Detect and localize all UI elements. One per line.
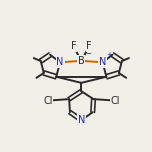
Text: −: − xyxy=(85,51,91,57)
Text: N: N xyxy=(99,57,106,67)
Text: F: F xyxy=(71,41,76,51)
Text: N: N xyxy=(78,115,85,125)
Text: F: F xyxy=(86,41,92,51)
Text: Cl: Cl xyxy=(111,96,120,106)
Text: Cl: Cl xyxy=(43,96,53,106)
Text: B: B xyxy=(78,56,85,66)
Text: N: N xyxy=(56,57,64,67)
Text: +: + xyxy=(107,52,112,58)
